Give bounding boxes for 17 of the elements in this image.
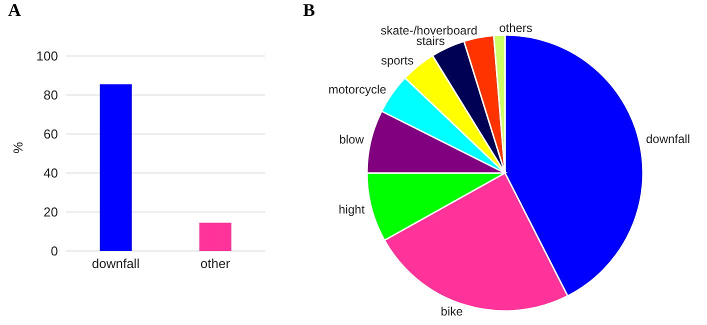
slice-label: others [499,21,532,36]
chart-title: A [8,0,21,21]
slice-label: motorcycle [328,82,387,97]
y-axis-title: % [10,142,26,154]
y-tick-label: 100 [36,48,58,64]
slice-label: downfall [646,132,690,146]
y-tick-label: 20 [44,204,58,220]
y-tick-label: 40 [44,166,58,181]
chart-title: B [303,0,316,21]
slice-label: hight [338,202,366,216]
slice-label: blow [339,132,364,147]
y-tick-label: 60 [44,126,58,142]
x-tick-label: other [200,256,231,272]
y-tick-label: 80 [44,88,58,103]
y-tick-label: 0 [50,244,58,259]
slice-label: bike [440,304,464,319]
slice-label: sports [380,53,414,68]
